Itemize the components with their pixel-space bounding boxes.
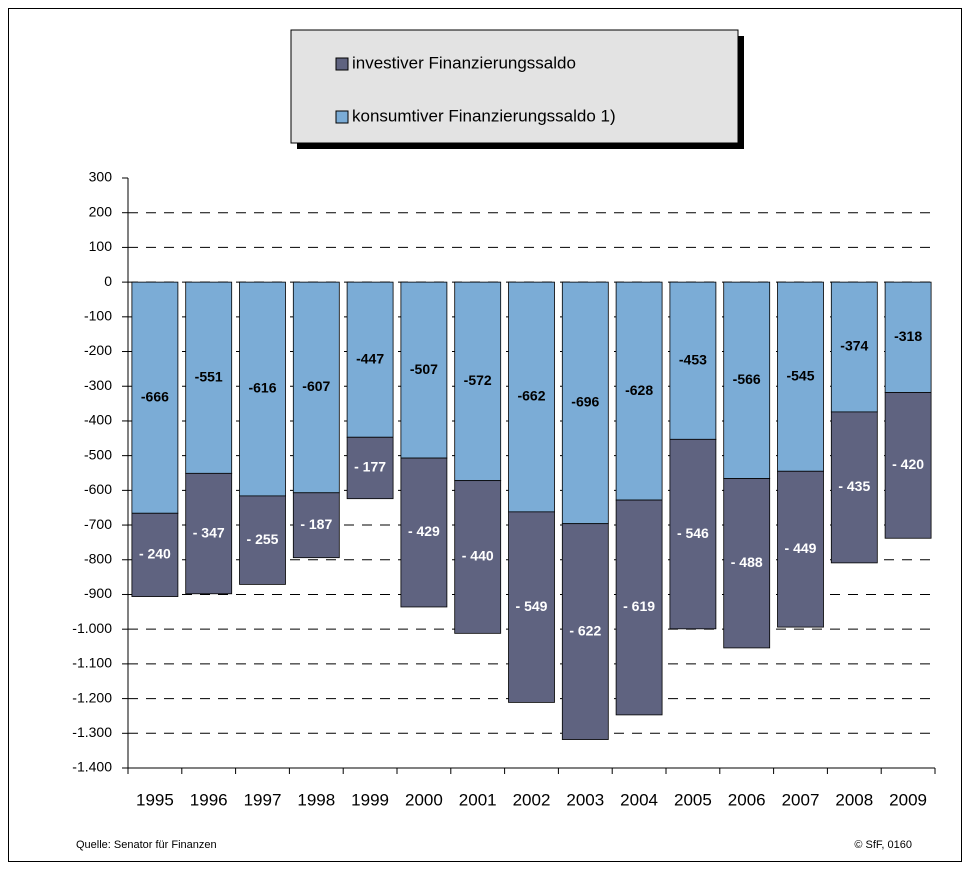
data-label: -662 [517,388,545,404]
y-tick-label: -600 [84,481,112,497]
data-label: -374 [840,338,868,354]
y-tick-label: -800 [84,550,112,566]
x-tick-label: 2003 [566,790,604,809]
data-label: -447 [356,350,384,366]
y-tick-label: -500 [84,446,112,462]
y-tick-label: -1.100 [72,655,112,671]
data-label: -696 [571,394,599,410]
y-tick-label: 200 [89,203,113,219]
bar-segment [884,281,932,393]
legend-label: investiver Finanzierungssaldo [352,53,576,72]
bar-segment [615,499,663,716]
legend-box [290,29,739,144]
y-tick-label: -1.300 [72,724,112,740]
x-tick-label: 2005 [674,790,712,809]
data-label: - 187 [300,516,332,532]
bar-segment [777,470,824,628]
x-tick-label: 1995 [136,790,174,809]
y-tick-label: -1.000 [72,620,112,636]
bar-segment [615,281,663,501]
x-tick-label: 2009 [889,790,927,809]
bar-segment [561,523,609,740]
bar-segment [508,511,555,703]
bar-segment [131,512,179,597]
y-tick-label: 300 [89,169,113,185]
data-label: -628 [625,382,653,398]
data-label: -607 [302,378,330,394]
bar-segment [239,281,286,497]
x-tick-label: 1996 [190,790,228,809]
data-label: - 619 [623,598,655,614]
x-tick-label: 2002 [513,790,551,809]
data-label: - 622 [569,622,601,638]
data-label: - 429 [408,523,440,539]
bar-segment [830,411,878,564]
bar-segment [185,281,233,474]
data-label: - 177 [354,459,386,475]
y-tick-label: -900 [84,585,112,601]
data-label: - 420 [892,456,924,472]
data-label: -666 [141,388,169,404]
legend-swatch [335,57,349,71]
data-label: -616 [248,380,276,396]
data-label: -318 [894,328,922,344]
y-tick-label: -1.400 [72,759,112,775]
bar-segment [239,495,286,585]
data-label: - 347 [193,524,225,540]
bar-segment [777,281,824,472]
data-label: -572 [464,372,492,388]
legend-swatch [335,110,349,124]
y-tick-label: -700 [84,516,112,532]
data-label: -551 [195,368,223,384]
y-tick-label: -400 [84,412,112,428]
data-label: -453 [679,351,707,367]
bar-segment [292,492,340,559]
data-label: - 240 [139,546,171,562]
bar-segment [400,457,448,608]
data-label: -507 [410,361,438,377]
data-label: - 440 [462,548,494,564]
bar-segment [830,281,878,413]
data-label: -566 [733,371,761,387]
data-label: - 488 [731,554,763,570]
data-label: - 255 [247,531,279,547]
bar-segment [561,281,609,525]
bar-segment [131,281,179,514]
bar-segment [346,281,394,438]
y-tick-label: -100 [84,308,112,324]
frame [8,8,962,862]
legend-label: konsumtiver Finanzierungssaldo 1) [352,106,616,125]
y-tick-label: -300 [84,377,112,393]
bar-segment [669,438,717,630]
bar-segment [292,281,340,494]
x-tick-label: 2000 [405,790,443,809]
bar-segment [454,480,502,634]
x-tick-label: 2004 [620,790,658,809]
bar-segment [400,281,448,459]
x-tick-label: 2001 [459,790,497,809]
data-label: - 435 [838,478,870,494]
data-label: - 546 [677,525,709,541]
x-tick-label: 1997 [244,790,282,809]
bar-segment [185,472,233,595]
y-tick-label: -200 [84,342,112,358]
x-tick-label: 1999 [351,790,389,809]
data-label: - 549 [516,598,548,614]
x-tick-label: 2008 [835,790,873,809]
data-label: -545 [786,367,814,383]
x-tick-label: 2007 [782,790,820,809]
data-label: - 449 [785,540,817,556]
copyright: © SfF, 0160 [854,839,912,851]
x-tick-label: 1998 [297,790,335,809]
bar-segment [884,392,932,539]
bar-segment [454,281,502,482]
source: Quelle: Senator für Finanzen [76,839,217,851]
bar-segment [346,436,394,500]
y-tick-label: 0 [104,273,112,289]
y-tick-label: -1.200 [72,689,112,705]
bar-segment [723,478,771,649]
y-tick-label: 100 [89,238,113,254]
x-tick-label: 2006 [728,790,766,809]
